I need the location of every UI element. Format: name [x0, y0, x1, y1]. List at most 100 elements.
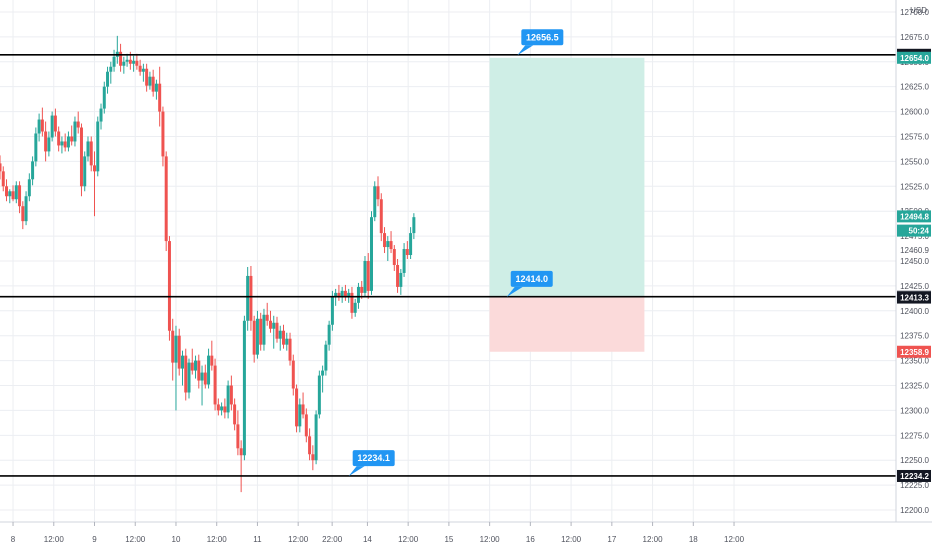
candle-up: [255, 310, 259, 359]
horizontal-levels[interactable]: [0, 53, 896, 477]
currency-label: USD: [910, 6, 927, 15]
candle-down: [70, 125, 74, 146]
position-tool[interactable]: [489, 57, 645, 352]
candle-down: [210, 340, 214, 371]
candle-body: [389, 241, 393, 250]
x-tick-label: 12:00: [44, 535, 65, 544]
candle-down: [366, 253, 370, 299]
candle-up: [242, 315, 246, 461]
callout-pointer: [348, 466, 365, 477]
candle-body: [343, 290, 347, 297]
candle-body: [174, 335, 178, 363]
y-tick-label: 12700.0: [900, 8, 929, 17]
x-tick-label: 12:00: [125, 535, 146, 544]
candle-body: [161, 111, 165, 157]
candle-body: [141, 68, 145, 72]
candle-body: [386, 241, 390, 248]
candle-up: [47, 131, 51, 157]
candle-down: [383, 227, 387, 254]
candle-body: [53, 115, 57, 132]
candle-body: [31, 161, 35, 180]
candle-body: [376, 186, 380, 200]
candle-body: [366, 261, 370, 291]
candle-body: [96, 121, 100, 172]
price-badge-label: 12494.8: [900, 212, 929, 221]
candle-up: [27, 173, 31, 202]
candle-body: [259, 318, 263, 345]
candle-down: [5, 179, 9, 202]
candle-body: [184, 355, 188, 393]
candle-body: [151, 76, 155, 92]
candle-body: [402, 249, 406, 273]
price-badge-bg: [897, 51, 931, 64]
candle-body: [47, 137, 51, 152]
candle-body: [79, 127, 83, 187]
price-badge-bg: [897, 469, 931, 482]
candle-body: [24, 196, 28, 222]
callout-label: 12656.5: [526, 32, 559, 42]
candle-up: [226, 380, 230, 419]
candle-body: [177, 335, 181, 369]
candle-body: [210, 355, 214, 366]
candle-body: [73, 121, 77, 142]
candle-body: [40, 119, 44, 132]
candle-body: [213, 365, 217, 405]
candle-body: [340, 290, 344, 297]
candle-up: [24, 191, 28, 226]
y-tick-label: 12200.0: [900, 506, 929, 515]
candle-body: [350, 292, 354, 313]
candle-down: [184, 348, 188, 401]
price-badge-label: 12460.9: [900, 246, 929, 255]
candle-body: [347, 292, 351, 297]
time-axis[interactable]: 8 12:00 9 12:00 10 12:00 11 12:00 22:00 14 12:00 15…: [0, 521, 932, 544]
candle-down: [171, 318, 175, 381]
stop-zone: [489, 297, 645, 352]
price-badge-bg: [897, 345, 931, 358]
price-callout: 12234.1: [348, 450, 395, 477]
candle-up: [200, 365, 204, 406]
candle-body: [239, 448, 243, 456]
candle-body: [233, 404, 237, 425]
price-badge-bg: [897, 224, 931, 237]
candle-body: [255, 318, 259, 355]
candle-down: [44, 121, 48, 162]
candle-down: [389, 231, 393, 254]
callout-box: [521, 29, 564, 46]
candle-up: [34, 127, 38, 167]
candle-down: [161, 106, 165, 167]
candle-down: [376, 176, 380, 207]
candle-body: [14, 185, 18, 200]
price-callout: 12656.5: [517, 29, 564, 56]
candle-body: [93, 165, 97, 172]
candle-up: [409, 227, 413, 260]
candle-down: [89, 136, 93, 172]
candle-up: [66, 131, 70, 152]
y-tick-label: 12225.0: [900, 481, 929, 490]
candle-down: [216, 398, 220, 416]
candle-body: [412, 217, 416, 234]
candle-up: [109, 61, 113, 84]
candle-body: [288, 338, 292, 361]
candle-body: [223, 406, 227, 413]
x-tick-label: 18: [689, 535, 698, 544]
candle-body: [363, 261, 367, 293]
candle-body: [324, 344, 328, 371]
candle-down: [301, 392, 305, 419]
price-axis[interactable]: USD 12200.0 12225.0 12250.0 12275.0 12300.0 1…: [895, 0, 932, 550]
y-tick-label: 12525.0: [900, 182, 929, 191]
candle-up: [174, 325, 178, 411]
price-callouts[interactable]: 12656.5 12414.0 12234.1: [348, 29, 564, 477]
candle-body: [236, 424, 240, 449]
candle-up: [8, 189, 12, 204]
candle-body: [109, 66, 113, 72]
candle-down: [158, 66, 162, 127]
candle-down: [151, 69, 155, 97]
candle-up: [37, 113, 41, 142]
candle-down: [236, 410, 240, 456]
candle-body: [171, 330, 175, 363]
candle-down: [379, 193, 383, 242]
candle-body: [383, 233, 387, 248]
candle-down: [213, 358, 217, 411]
price-badge-label: 50:24: [909, 227, 930, 236]
